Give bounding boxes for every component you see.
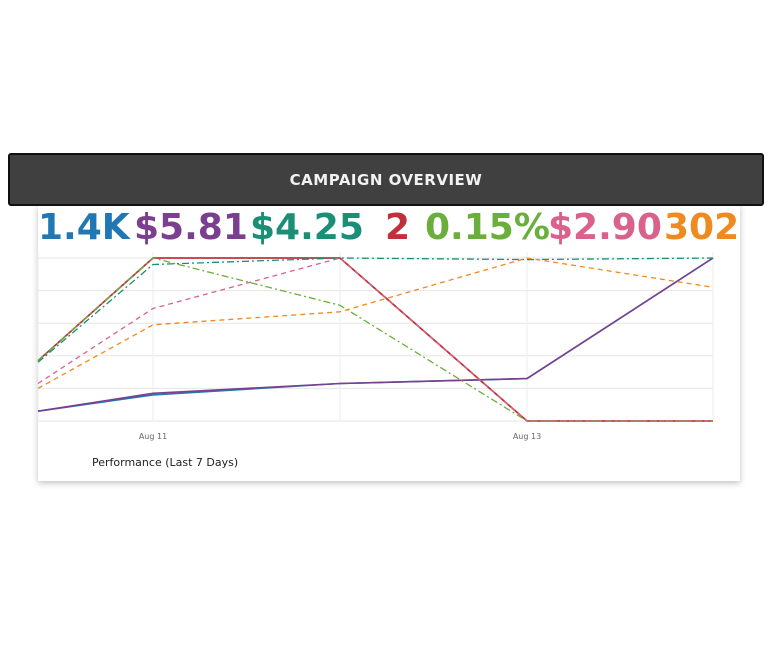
- kpi-ctr: 0.15%: [425, 207, 550, 248]
- chart-footer-label: Performance (Last 7 Days): [92, 456, 239, 469]
- campaign-overview-header: CAMPAIGN OVERVIEW: [8, 153, 764, 206]
- kpi-cpc: $5.81: [134, 207, 248, 248]
- kpi-conversions: 2: [385, 207, 411, 248]
- kpi-impressions: 1.4K: [38, 207, 130, 248]
- series-line-6: [37, 257, 713, 422]
- kpi-clicks: 302: [664, 207, 740, 248]
- series-line-5: [37, 257, 713, 422]
- x-tick-label: Aug 11: [139, 432, 167, 441]
- series-line-4: [37, 257, 714, 363]
- series-line-1: [37, 257, 714, 412]
- page-title: CAMPAIGN OVERVIEW: [289, 170, 483, 189]
- kpi-cost-per-conversion: $2.90: [548, 207, 662, 248]
- chart-series: [37, 257, 714, 422]
- chart-card: [38, 205, 740, 481]
- series-line-7: [37, 257, 714, 389]
- kpi-cpm: $4.25: [250, 207, 364, 248]
- x-axis-ticks: Aug 11 Aug 13: [139, 432, 541, 441]
- x-tick-label: Aug 13: [513, 432, 541, 441]
- chart-grid: [37, 252, 714, 422]
